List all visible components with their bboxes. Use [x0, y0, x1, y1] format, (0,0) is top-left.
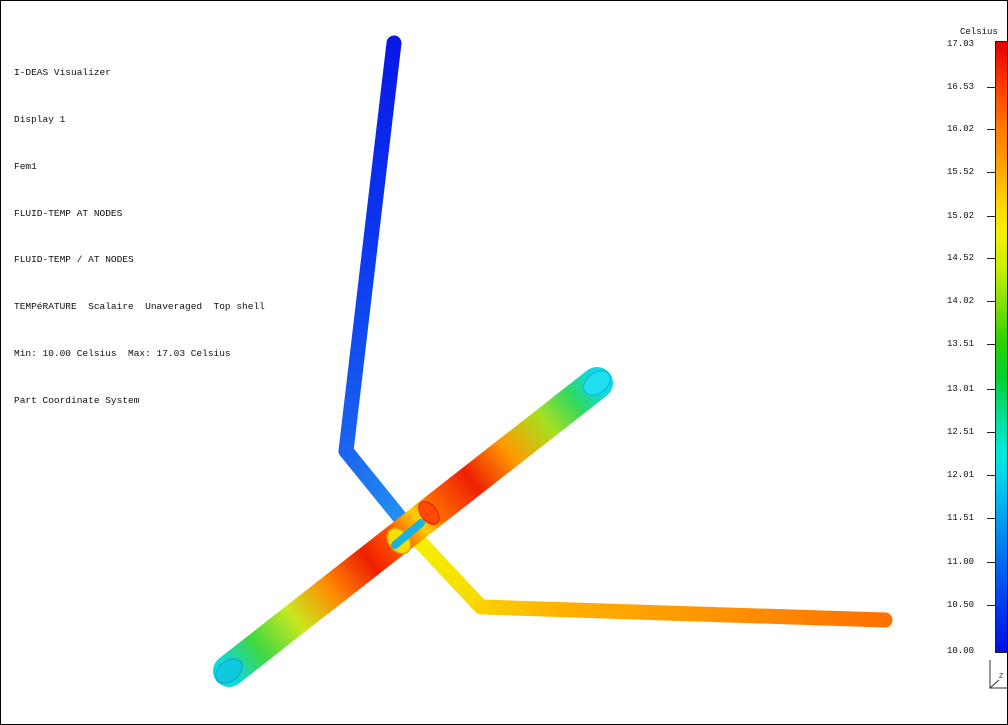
info-min-max: Min: 10.00 Celsius Max: 17.03 Celsius	[14, 347, 231, 359]
triad-z-label: Z	[999, 673, 1003, 681]
pipe-inlet-vertical	[338, 35, 402, 459]
info-coordinate-system: Part Coordinate System	[14, 394, 140, 406]
legend-label-16-53: 16.53	[947, 82, 975, 92]
legend-label-17-03: 17.03	[947, 39, 975, 49]
legend-tick	[987, 475, 995, 476]
legend-label-14-52: 14.52	[947, 253, 975, 263]
info-display-name: Display 1	[14, 113, 66, 125]
legend-label-14-02: 14.02	[947, 296, 975, 306]
legend-label-13-51: 13.51	[947, 339, 975, 349]
pipe-junction-opening	[418, 501, 440, 525]
result-info-block: I-DEAS Visualizer Display 1 Fem1 FLUID-T…	[14, 34, 265, 439]
legend-tick	[987, 129, 995, 130]
info-fem-name: Fem1	[14, 160, 37, 172]
legend-label-16-02: 16.02	[947, 124, 975, 134]
legend-label-10-00: 10.00	[947, 646, 975, 656]
coordinate-triad-icon: Z	[989, 660, 1007, 689]
info-result-type: TEMPéRATURE Scalaire Unaveraged Top shel…	[14, 301, 265, 313]
legend-tick	[987, 258, 995, 259]
temperature-color-scale	[995, 41, 1007, 653]
legend-tick	[987, 87, 995, 88]
info-result-set: FLUID-TEMP AT NODES	[14, 207, 123, 219]
pipe-outlet-horizontal	[473, 599, 893, 628]
info-application-name: I-DEAS Visualizer	[14, 67, 111, 79]
legend-label-15-52: 15.52	[947, 167, 975, 177]
legend-label-11-51: 11.51	[947, 513, 975, 523]
legend-tick	[987, 432, 995, 433]
legend-tick	[987, 605, 995, 606]
pipe-outlet-branch	[411, 533, 489, 615]
legend-unit-label: Celsius	[960, 27, 998, 37]
info-result-path: FLUID-TEMP / AT NODES	[14, 254, 134, 266]
legend-tick	[987, 518, 995, 519]
legend-tick	[987, 344, 995, 345]
pipe-junction-stub	[391, 519, 425, 549]
legend-label-12-01: 12.01	[947, 470, 975, 480]
legend-label-11-00: 11.00	[947, 557, 975, 567]
legend-label-15-02: 15.02	[947, 211, 975, 221]
legend-label-13-01: 13.01	[947, 384, 975, 394]
legend-tick	[987, 172, 995, 173]
legend-tick	[987, 301, 995, 302]
legend-label-10-50: 10.50	[947, 600, 975, 610]
legend-label-12-51: 12.51	[947, 427, 975, 437]
legend-tick	[987, 216, 995, 217]
legend-tick	[987, 562, 995, 563]
legend-tick	[987, 389, 995, 390]
pipe-main-upper-end	[583, 370, 611, 396]
pipe-main-lower-end	[215, 658, 243, 684]
